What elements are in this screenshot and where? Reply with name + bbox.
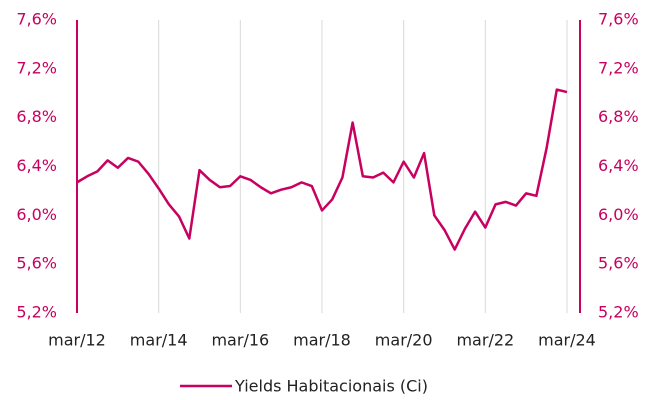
- x-tick-label: mar/18: [293, 331, 351, 350]
- y-tick-label: 6,0%: [16, 205, 57, 224]
- y-tick-label: 5,6%: [16, 254, 57, 273]
- x-tick-label: mar/12: [48, 331, 106, 350]
- x-tick-label: mar/16: [211, 331, 269, 350]
- y2-tick-label: 6,0%: [598, 205, 639, 224]
- x-tick-label: mar/20: [375, 331, 433, 350]
- y2-tick-label: 5,6%: [598, 254, 639, 273]
- y-tick-label: 6,8%: [16, 107, 57, 126]
- legend-label: Yields Habitacionais (Ci): [234, 377, 428, 396]
- y2-tick-label: 6,4%: [598, 156, 639, 175]
- x-tick-label: mar/24: [538, 331, 596, 350]
- y-tick-label: 7,6%: [16, 10, 57, 29]
- y2-tick-label: 5,2%: [598, 303, 639, 322]
- y-tick-label: 5,2%: [16, 303, 57, 322]
- line: [76, 88, 568, 251]
- y2-tick-label: 7,6%: [598, 10, 639, 29]
- x-tick-label: mar/14: [130, 331, 188, 350]
- y2-tick-label: 6,8%: [598, 107, 639, 126]
- x-tick-label: mar/22: [456, 331, 514, 350]
- y-tick-label: 7,2%: [16, 58, 57, 77]
- y-tick-label: 6,4%: [16, 156, 57, 175]
- y2-tick-label: 7,2%: [598, 58, 639, 77]
